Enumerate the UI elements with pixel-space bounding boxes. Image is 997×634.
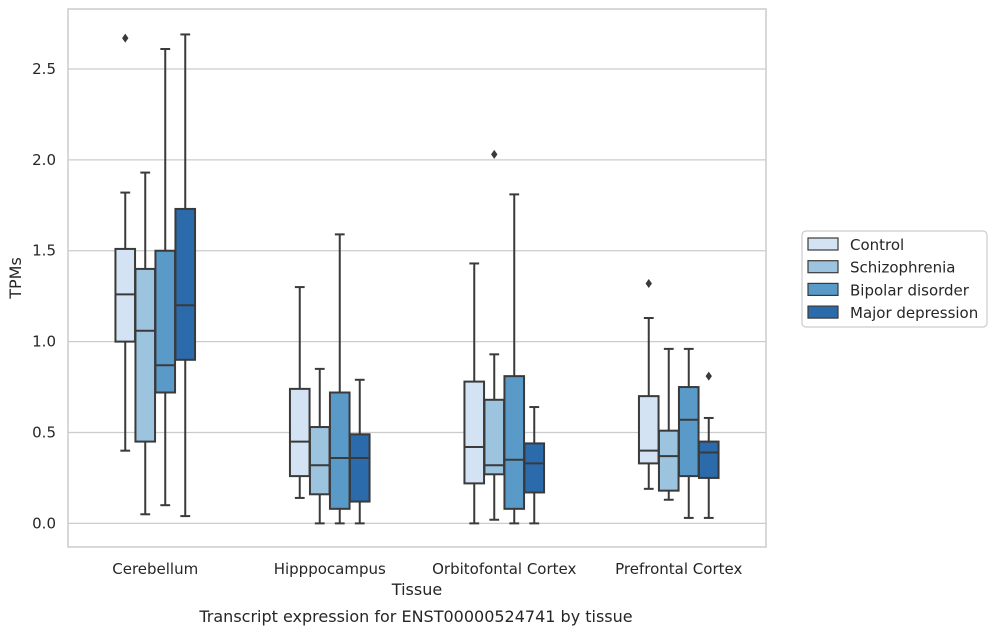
y-tick-label: 2.0	[32, 151, 56, 169]
legend-label: Control	[850, 236, 904, 254]
y-axis-ticks: 0.0 0.5 1.0 1.5 2.0 2.5	[32, 60, 56, 532]
box-group	[483, 149, 506, 521]
chart-caption: Transcript expression for ENST0000052474…	[198, 607, 632, 626]
legend-label: Bipolar disorder	[850, 281, 970, 299]
box-group	[463, 262, 486, 525]
y-tick-label: 2.5	[32, 60, 56, 78]
y-tick-label: 0.5	[32, 423, 56, 441]
legend-item: Schizophrenia	[807, 259, 955, 277]
outlier-point	[705, 371, 712, 381]
legend-label: Major depression	[850, 304, 978, 322]
legend: Control Schizophrenia Bipolar disorder Majo…	[801, 230, 988, 328]
legend-item: Control	[807, 236, 904, 254]
box	[328, 391, 351, 510]
outlier-point	[122, 33, 129, 43]
box-series	[114, 33, 720, 525]
box-group	[134, 171, 157, 516]
outlier-point	[645, 278, 652, 288]
box	[308, 426, 331, 496]
outlier-point	[491, 149, 498, 159]
x-axis-label: Tissue	[391, 580, 442, 599]
x-axis-ticks: Cerebellum Hipppocampus Orbitofontal Corte…	[112, 560, 742, 578]
box	[483, 398, 506, 476]
box	[657, 429, 680, 492]
legend-frame	[801, 230, 988, 328]
box-group	[523, 406, 546, 525]
box-group	[637, 278, 660, 490]
box	[677, 386, 700, 478]
box	[134, 267, 157, 443]
legend-swatch	[807, 237, 839, 251]
box	[288, 387, 311, 478]
box-group	[154, 47, 177, 507]
y-tick-label: 1.0	[32, 333, 56, 351]
legend-swatch	[807, 282, 839, 296]
box	[697, 440, 720, 479]
box-group	[677, 347, 700, 519]
box-group	[657, 347, 680, 501]
box-group	[174, 33, 197, 518]
legend-label: Schizophrenia	[850, 259, 955, 277]
box	[503, 375, 526, 510]
legend-swatch	[807, 260, 839, 274]
y-tick-label: 1.5	[32, 242, 56, 260]
box-group	[114, 33, 137, 452]
box-group	[697, 371, 720, 519]
y-tick-label: 0.0	[32, 514, 56, 532]
x-tick-label: Prefrontal Cortex	[615, 560, 742, 578]
box-group	[503, 193, 526, 525]
legend-item: Major depression	[807, 304, 978, 322]
box	[463, 380, 486, 485]
box-group	[308, 367, 331, 525]
legend-item: Bipolar disorder	[807, 281, 970, 299]
box-group	[348, 378, 371, 525]
x-tick-label: Orbitofontal Cortex	[432, 560, 576, 578]
box	[348, 433, 371, 503]
legend-swatch	[807, 305, 839, 319]
x-tick-label: Hipppocampus	[274, 560, 386, 578]
box	[637, 395, 660, 465]
plot-frame	[67, 8, 767, 548]
y-axis-label: TPMs	[6, 257, 25, 300]
box	[174, 207, 197, 361]
box	[523, 442, 546, 494]
box-group	[328, 233, 351, 525]
x-tick-label: Cerebellum	[112, 560, 198, 578]
box	[154, 249, 177, 394]
box-group	[288, 286, 311, 499]
